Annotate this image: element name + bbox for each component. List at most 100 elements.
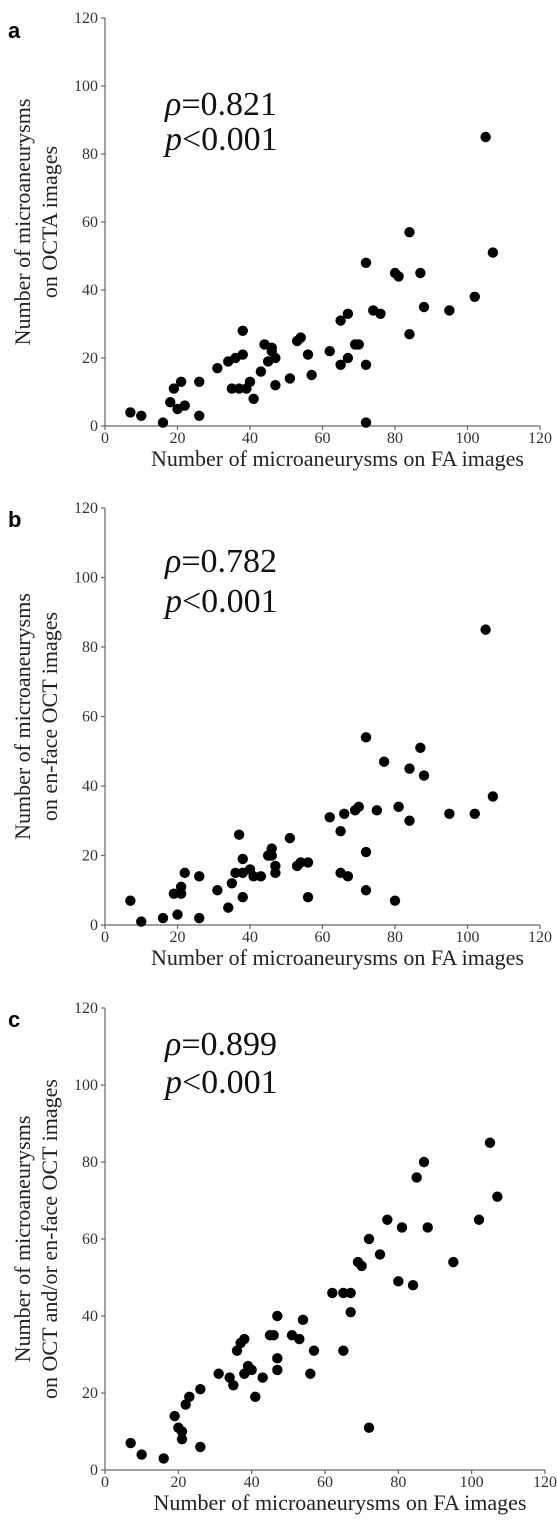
scatter-point: [480, 131, 491, 143]
scatter-point: [302, 349, 314, 360]
scatter-point: [237, 349, 248, 360]
panel-label: b: [8, 507, 21, 532]
p-symbol: p: [163, 121, 182, 158]
scatter-point: [257, 1372, 268, 1383]
scatter-point: [212, 885, 223, 896]
x-tick-label: 80: [387, 929, 403, 946]
scatter-point: [360, 846, 372, 858]
scatter-point: [270, 380, 281, 391]
x-tick-label: 100: [460, 1474, 484, 1491]
scatter-point: [335, 315, 346, 326]
scatter-point: [270, 352, 281, 364]
scatter-point: [195, 1383, 206, 1395]
x-tick-label: 60: [315, 929, 331, 946]
scatter-point: [327, 1287, 338, 1299]
y-tick-label: 60: [82, 1231, 98, 1248]
x-tick-label: 80: [387, 430, 403, 447]
y-tick-label: 60: [82, 214, 98, 231]
scatter-point: [360, 257, 372, 268]
scatter-point: [169, 1410, 180, 1422]
scatter-point: [360, 885, 372, 896]
y-tick-label: 40: [82, 282, 98, 299]
scatter-point: [393, 1276, 404, 1287]
scatter-point: [404, 227, 415, 238]
scatter-point: [393, 801, 404, 813]
scatter-point: [237, 325, 248, 336]
scatter-point: [356, 1260, 367, 1272]
scatter-point: [179, 400, 190, 411]
scatter-point: [175, 376, 187, 387]
scatter-point: [244, 376, 256, 387]
scatter-point: [371, 805, 383, 816]
rho-value: =0.782: [181, 543, 277, 580]
scatter-point: [228, 1380, 239, 1391]
y-axis-title-line-1: Number of microaneurysms: [10, 1116, 35, 1363]
scatter-point: [158, 1453, 169, 1464]
rho-symbol: ρ: [164, 86, 181, 123]
scatter-point: [342, 871, 354, 882]
x-tick-label: 60: [317, 1474, 333, 1491]
scatter-point: [194, 912, 205, 924]
y-tick-label: 80: [82, 1154, 98, 1171]
scatter-point: [180, 1399, 191, 1410]
scatter-point: [168, 383, 180, 394]
scatter-point: [270, 860, 281, 872]
scatter-point: [422, 1222, 433, 1233]
scatter-point: [268, 1330, 279, 1341]
scatter-point: [411, 1172, 422, 1183]
scatter-point: [175, 881, 187, 892]
scatter-point: [396, 1222, 408, 1233]
x-tick-label: 20: [170, 430, 186, 447]
scatter-point: [239, 1333, 250, 1345]
scatter-point: [363, 1233, 375, 1245]
scatter-point: [487, 247, 499, 258]
scatter-point: [302, 857, 314, 868]
scatter-point: [125, 1437, 136, 1449]
y-tick-label: 100: [74, 570, 98, 587]
scatter-point: [184, 1391, 195, 1403]
panel-label: c: [8, 1007, 20, 1032]
scatter-point: [324, 346, 335, 357]
spearman-rho-annotation: ρ=0.821: [164, 86, 277, 123]
scatter-point: [404, 763, 415, 774]
p-value-annotation: p<0.001: [163, 583, 278, 620]
scatter-point: [487, 791, 499, 802]
scatter-point: [194, 410, 205, 421]
scatter-point: [492, 1191, 503, 1202]
scatter-point: [250, 1391, 261, 1403]
x-tick-label: 40: [244, 1474, 260, 1491]
scatter-point: [342, 352, 354, 364]
scatter-point: [469, 291, 480, 302]
scatter-point: [223, 902, 234, 913]
scatter-point: [448, 1256, 459, 1268]
y-tick-label: 120: [74, 500, 98, 517]
scatter-point: [360, 732, 372, 743]
scatter-point: [338, 1287, 349, 1299]
scatter-point: [125, 895, 136, 906]
scatter-panel-c: c 0 20 40 60 80 100 120 0 20 40 60 80 100 120 Number of…: [8, 1000, 557, 1515]
y-axis-title-line-2: on OCT and/or en-face OCT images: [37, 1079, 62, 1399]
scatter-point: [342, 308, 354, 319]
scatter-point: [404, 815, 415, 826]
scatter-point: [393, 271, 404, 282]
p-symbol: p: [163, 583, 182, 620]
scatter-point: [136, 916, 147, 927]
y-tick-label: 0: [90, 418, 98, 435]
scatter-point: [294, 1333, 305, 1345]
scatter-point: [305, 1368, 316, 1379]
scatter-point: [284, 832, 296, 844]
scatter-point: [266, 850, 277, 861]
scatter-point: [360, 359, 372, 370]
scatter-point: [195, 1441, 206, 1453]
y-tick-label: 100: [74, 1077, 98, 1094]
x-tick-label: 100: [456, 929, 480, 946]
y-tick-label: 20: [82, 848, 98, 865]
y-tick-label: 80: [82, 146, 98, 163]
scatter-point: [248, 871, 259, 882]
scatter-point: [335, 359, 346, 370]
scatter-point: [295, 857, 306, 868]
scatter-point: [233, 383, 245, 394]
y-tick-label: 20: [82, 350, 98, 367]
scatter-point: [194, 376, 205, 387]
